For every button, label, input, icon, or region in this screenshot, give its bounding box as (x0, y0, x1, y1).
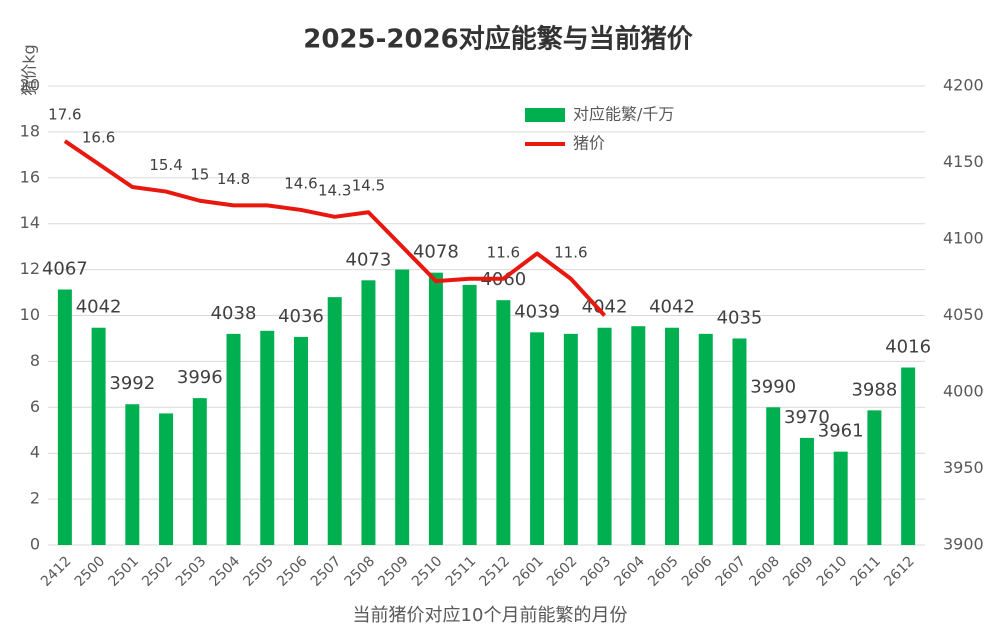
bar-value-label: 4038 (211, 303, 257, 324)
bar (462, 284, 477, 545)
bar (125, 404, 140, 545)
bar-value-label: 3988 (851, 379, 897, 400)
bar (226, 333, 241, 545)
line (63, 139, 607, 317)
bar-value-label: 4042 (649, 297, 695, 318)
y-tick-label: 0 (30, 535, 40, 554)
y-axis-label: 猪价kg (20, 44, 39, 95)
bar (159, 413, 174, 545)
bar-value-label: 4078 (413, 242, 459, 263)
y2-tick-label: 4000 (943, 382, 984, 401)
bar-value-label: 4067 (42, 258, 88, 279)
bar-value-label: 3996 (177, 367, 223, 388)
bar-value-label: 4073 (346, 249, 392, 270)
line-value-label: 14.5 (352, 177, 385, 195)
legend-label: 猪价 (573, 134, 605, 153)
x-axis-label: 当前猪价对应10个月前能繁的月份 (353, 605, 628, 626)
line-value-label: 15 (190, 165, 209, 183)
bar (698, 333, 713, 545)
bar-value-label: 3970 (784, 407, 830, 428)
bar (395, 269, 410, 545)
bar (665, 327, 680, 545)
y2-tick-label: 3950 (943, 458, 984, 477)
bar (833, 451, 848, 545)
y-tick-label: 2 (30, 489, 40, 508)
bar (901, 367, 916, 545)
y-tick-label: 12 (20, 259, 40, 278)
y-tick-label: 20 (20, 76, 40, 95)
bar (597, 327, 612, 545)
line-value-label: 15.4 (149, 156, 182, 174)
bar (293, 336, 308, 545)
line-value-label: 14.8 (217, 170, 250, 188)
bar-value-label: 3961 (818, 421, 864, 442)
line-value-label: 17.6 (48, 106, 81, 124)
legend-label: 对应能繁/千万 (573, 105, 674, 124)
bar (530, 332, 545, 545)
bar (766, 407, 781, 545)
line-value-label: 14.6 (284, 174, 317, 192)
bar (631, 326, 646, 545)
y2-tick-label: 3900 (943, 535, 984, 554)
line-value-label: 11.6 (487, 243, 520, 261)
chart-title: 2025-2026对应能繁与当前猪价 (303, 24, 694, 55)
y-tick-label: 14 (20, 213, 40, 232)
y2-tick-label: 4200 (943, 76, 984, 95)
line-value-label: 14.3 (318, 181, 351, 199)
y-tick-label: 18 (20, 121, 40, 140)
bar-value-label: 4039 (514, 301, 560, 322)
y-tick-label: 4 (30, 443, 40, 462)
legend-swatch (525, 108, 565, 122)
line-value-label: 11.6 (554, 243, 587, 261)
bar (428, 272, 443, 545)
bar-value-label: 4042 (76, 297, 122, 318)
bar (496, 300, 511, 545)
y2-tick-label: 4050 (943, 305, 984, 324)
y2-tick-label: 4150 (943, 152, 984, 171)
bar-value-label: 4016 (885, 337, 931, 358)
bar (867, 410, 882, 545)
y-tick-label: 6 (30, 397, 40, 416)
bar (563, 333, 578, 545)
y-tick-label: 10 (20, 305, 40, 324)
bar (57, 289, 72, 545)
line-value-label: 16.6 (82, 129, 115, 147)
bar-value-label: 4035 (717, 307, 763, 328)
bar (361, 280, 376, 545)
y-tick-label: 16 (20, 167, 40, 186)
bar (192, 398, 207, 545)
bar (327, 297, 342, 545)
bar (260, 330, 275, 545)
bar-value-label: 3990 (750, 376, 796, 397)
bar (732, 338, 747, 545)
bar-value-label: 3992 (109, 373, 155, 394)
y2-tick-label: 4100 (943, 229, 984, 248)
bar-value-label: 4036 (278, 306, 324, 327)
bar (799, 437, 814, 545)
y-tick-label: 8 (30, 351, 40, 370)
bar (91, 327, 106, 545)
